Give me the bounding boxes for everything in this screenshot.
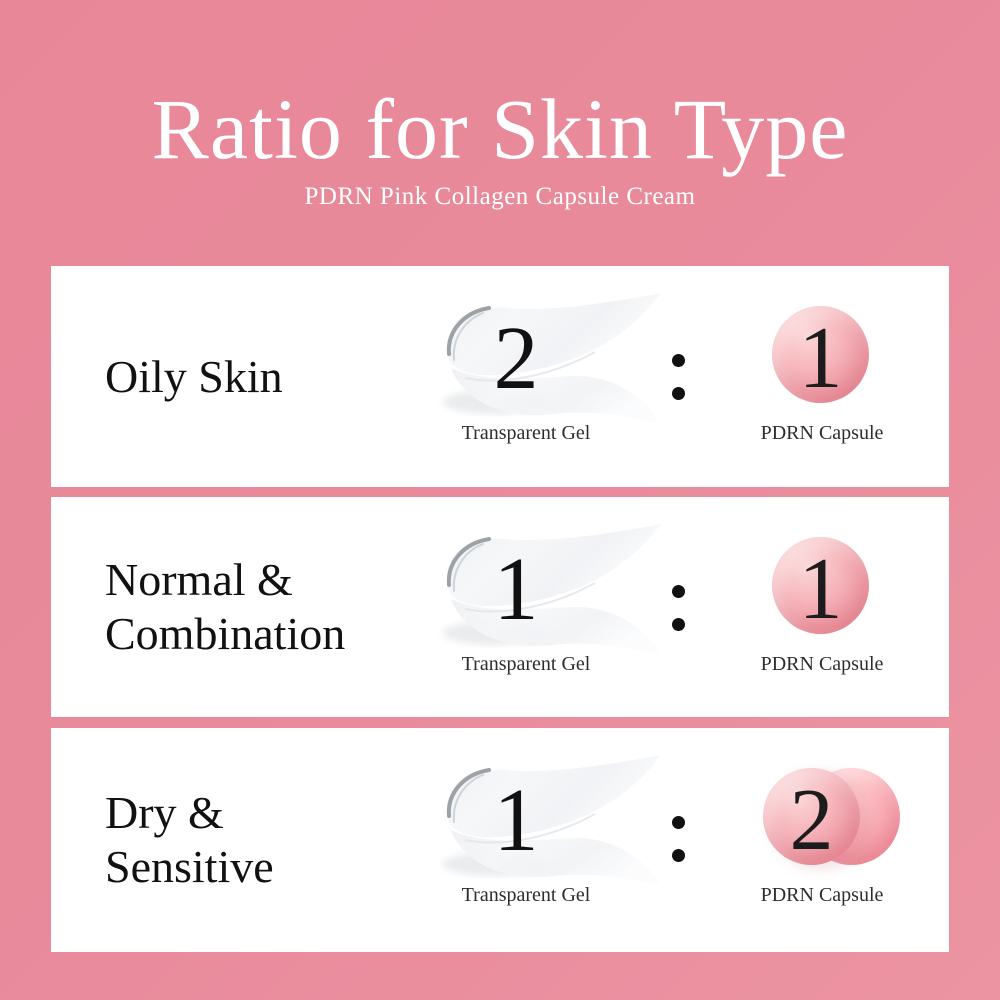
- gel-caption: Transparent Gel: [461, 653, 591, 675]
- skin-type-label: Dry & Sensitive: [105, 786, 274, 894]
- colon-dot: [671, 849, 685, 862]
- capsule-caption: PDRN Capsule: [760, 422, 884, 444]
- skin-type-line-1: Oily Skin: [105, 350, 283, 402]
- capsule-ratio-number: 2: [789, 771, 834, 869]
- skin-type-card-normal-combination: Normal & Combination 1 Transparent Gel 1…: [51, 497, 949, 717]
- transparent-gel-smear-icon: [443, 293, 661, 422]
- colon-dot: [671, 354, 685, 367]
- gel-ratio-number: 2: [493, 309, 539, 408]
- pdrn-capsule-sphere: 2: [763, 768, 860, 865]
- capsule-ratio-number: 1: [798, 309, 843, 407]
- gel-caption: Transparent Gel: [461, 422, 591, 444]
- skin-type-line-1: Dry &: [105, 787, 224, 839]
- transparent-gel-smear-icon: [443, 524, 661, 653]
- pdrn-capsule-sphere: 1: [772, 537, 869, 634]
- pdrn-capsule-sphere: 1: [772, 306, 869, 403]
- skin-type-label: Oily Skin: [105, 350, 283, 404]
- colon-dot: [671, 618, 685, 631]
- transparent-gel-smear-icon: [443, 755, 661, 884]
- page-subtitle: PDRN Pink Collagen Capsule Cream: [304, 183, 696, 210]
- gel-ratio-number: 1: [493, 771, 539, 870]
- skin-type-line-2: Combination: [105, 608, 346, 659]
- skin-type-card-oily: Oily Skin 2 Transparent Gel 1 PDRN Capsu…: [51, 266, 949, 487]
- ratio-colon: [671, 585, 685, 631]
- skin-type-card-dry-sensitive: Dry & Sensitive 1 Transparent Gel 2 PDRN…: [51, 728, 949, 952]
- gel-caption: Transparent Gel: [461, 884, 591, 906]
- colon-dot: [671, 816, 685, 829]
- capsule-caption: PDRN Capsule: [760, 884, 884, 906]
- capsule-ratio-number: 1: [798, 540, 843, 638]
- colon-dot: [671, 585, 685, 598]
- skin-type-line-1: Normal &: [105, 554, 293, 606]
- gel-ratio-number: 1: [493, 540, 539, 639]
- page-title: Ratio for Skin Type: [151, 81, 849, 177]
- skin-type-label: Normal & Combination: [105, 553, 345, 661]
- skin-type-line-2: Sensitive: [105, 841, 274, 892]
- ratio-colon: [671, 354, 685, 400]
- colon-dot: [671, 387, 685, 400]
- capsule-caption: PDRN Capsule: [760, 653, 884, 675]
- ratio-colon: [671, 816, 685, 862]
